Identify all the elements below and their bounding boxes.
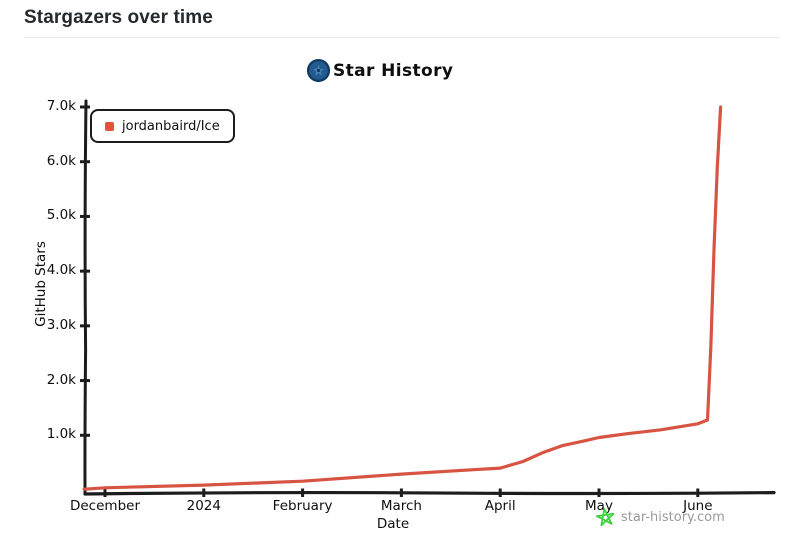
legend-label: jordanbaird/Ice: [122, 118, 220, 134]
y-tick-label: 4.0k: [46, 262, 76, 279]
watermark-star-icon: [596, 508, 615, 527]
x-tick-label: March: [380, 498, 422, 514]
x-tick-label: 2024: [186, 498, 221, 514]
chart-title-text: Star History: [333, 60, 454, 81]
y-tick-label: 7.0k: [46, 98, 76, 114]
x-tick-label: April: [484, 498, 516, 514]
divider: [24, 37, 780, 38]
y-tick-label: 2.0k: [46, 371, 76, 388]
x-axis-title: Date: [376, 516, 410, 532]
y-tick-label: 5.0k: [46, 207, 76, 224]
page-title: Stargazers over time: [24, 7, 213, 28]
x-tick-label: December: [69, 498, 140, 514]
star-history-logo-icon: [306, 58, 331, 83]
y-axis-line: [83, 99, 88, 496]
x-axis-ticks: [103, 488, 700, 497]
series-line-jordanbaird-ice[interactable]: [82, 105, 723, 491]
y-axis-title: GitHub Stars: [33, 241, 49, 327]
x-tick-label: February: [272, 498, 333, 514]
legend: jordanbaird/Ice: [90, 109, 235, 143]
y-tick-label: 1.0k: [46, 426, 76, 443]
y-tick-label: 6.0k: [46, 152, 76, 169]
y-axis-ticks: [80, 105, 90, 437]
x-tick-label: May: [585, 498, 613, 514]
x-axis-line: [83, 490, 776, 496]
watermark-text: star-history.com: [621, 510, 725, 525]
chart-title: Star History: [306, 58, 453, 83]
legend-marker: [105, 121, 114, 131]
x-tick-label: June: [683, 498, 713, 514]
watermark-link[interactable]: star-history.com: [596, 508, 725, 527]
y-tick-label: 3.0k: [46, 316, 76, 333]
